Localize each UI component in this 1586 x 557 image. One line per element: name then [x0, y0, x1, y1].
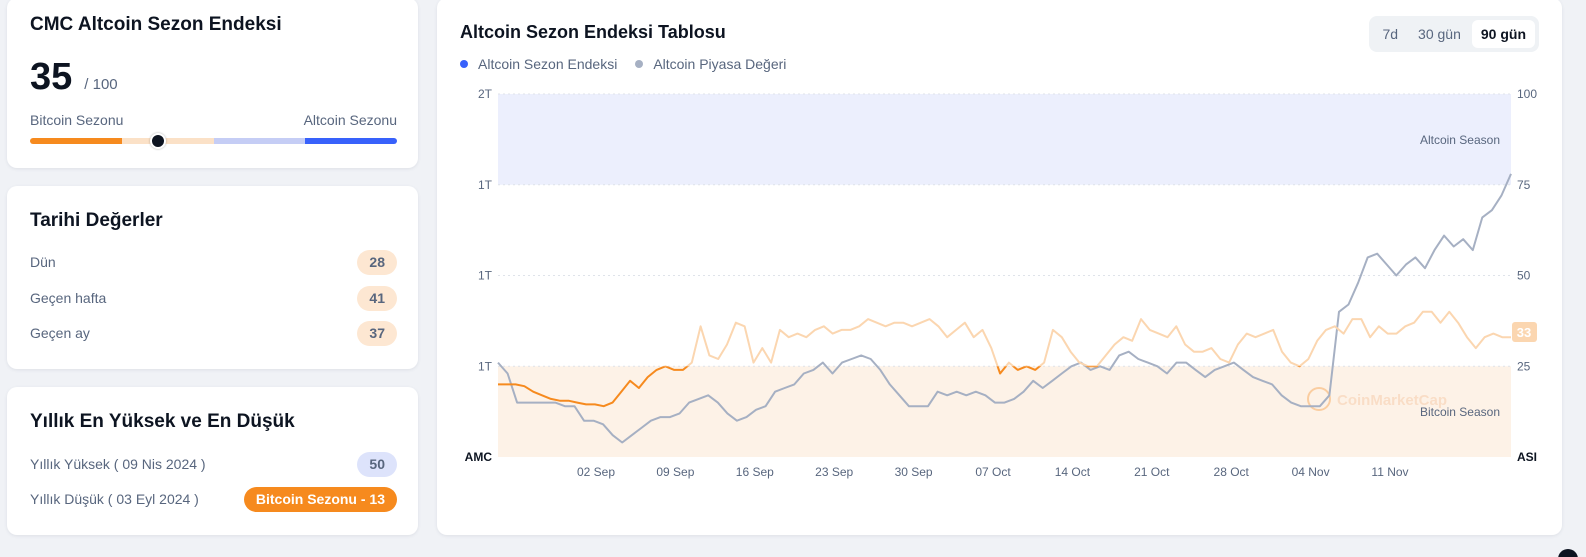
gauge-segment-altcoin: [305, 138, 397, 144]
yearly-low-row: Yıllık Düşük ( 03 Eyl 2024 ) Bitcoin Sez…: [30, 486, 397, 512]
coinmarketcap-logo-icon: [1307, 387, 1331, 411]
x-tick-label: 23 Sep: [815, 465, 853, 479]
history-value-badge: 37: [357, 320, 397, 346]
left-tick-label: 1T: [478, 269, 493, 283]
index-value: 35: [30, 56, 73, 98]
right-tick-label: ASI: [1517, 450, 1537, 464]
history-value-badge: 41: [357, 285, 397, 311]
history-label: Dün: [30, 254, 56, 270]
series-market-cap: [497, 173, 1512, 444]
gauge-marker: [150, 133, 167, 149]
season-gauge-bar: [30, 133, 397, 149]
x-tick-label: 02 Sep: [577, 465, 615, 479]
index-line-light: [662, 310, 1511, 367]
gauge-segment-altcoin-light: [213, 138, 306, 144]
gauge-segment-bitcoin: [30, 138, 122, 144]
index-chart-card: CoinMarketCap Altcoin Season Bitcoin Sea…: [437, 0, 1562, 535]
chart-title: Altcoin Sezon Endeksi Tablosu: [460, 22, 726, 42]
history-row-last-week: Geçen hafta 41: [30, 285, 397, 311]
left-tick-label: AMC: [465, 450, 493, 464]
bitcoin-season-label: Bitcoin Sezonu: [30, 112, 124, 128]
legend-dot-market-cap: [635, 60, 644, 68]
tab-90d[interactable]: 90 gün: [1471, 20, 1535, 48]
x-tick-label: 14 Oct: [1055, 465, 1091, 479]
history-label: Geçen ay: [30, 325, 90, 341]
legend-item-market-cap[interactable]: Altcoin Piyasa Değeri: [635, 56, 786, 72]
tab-30d[interactable]: 30 gün: [1418, 26, 1461, 42]
yearly-high-label: Yıllık Yüksek ( 09 Nis 2024 ): [30, 456, 206, 472]
left-tick-label: 2T: [478, 87, 493, 101]
history-label: Geçen hafta: [30, 290, 107, 306]
left-tick-label: 1T: [478, 178, 493, 192]
last-value-badge: 33: [1512, 322, 1537, 342]
x-axis: 02 Sep 09 Sep 16 Sep 23 Sep 30 Sep 07 Oct 14 O…: [577, 465, 1409, 479]
x-tick-label: 30 Sep: [895, 465, 933, 479]
x-tick-label: 09 Sep: [656, 465, 694, 479]
last-value-badge-bg: [1512, 322, 1537, 342]
historical-values-card: Tarihi Değerler Dün 28 Geçen hafta 41 Ge…: [7, 186, 418, 369]
legend-label: Altcoin Piyasa Değeri: [653, 56, 787, 72]
yearly-card-title: Yıllık En Yüksek ve En Düşük: [30, 411, 295, 432]
altcoin-zone-label: Altcoin Season: [1420, 133, 1500, 147]
history-row-yesterday: Dün 28: [30, 249, 397, 275]
history-value-badge: 28: [357, 249, 397, 275]
last-value-text: 33: [1517, 325, 1531, 340]
series-altcoin-index: [498, 310, 1511, 408]
market-cap-line: [497, 173, 1512, 444]
season-labels: Bitcoin Sezonu Altcoin Sezonu: [30, 112, 397, 128]
floating-action-icon[interactable]: [1558, 549, 1578, 557]
legend-label: Altcoin Sezon Endeksi: [478, 56, 618, 72]
right-tick-label: 75: [1517, 178, 1531, 192]
right-axis: 100 75 50 25 ASI: [1517, 87, 1537, 464]
left-axis: 2T 1T 1T 1T AMC: [465, 87, 493, 464]
yearly-high-low-card: Yıllık En Yüksek ve En Düşük Yıllık Yüks…: [7, 387, 418, 535]
index-line-bitcoin-zone: [498, 366, 1302, 408]
legend-dot-index: [460, 60, 468, 68]
range-tabs: 7d 30 gün 90 gün: [1369, 16, 1539, 52]
history-row-last-month: Geçen ay 37: [30, 320, 397, 346]
chart-legend: Altcoin Sezon Endeksi Altcoin Piyasa Değ…: [460, 56, 786, 72]
index-chart: CoinMarketCap Altcoin Season Bitcoin Sea…: [465, 87, 1538, 479]
right-tick-label: 25: [1517, 359, 1531, 373]
x-tick-label: 16 Sep: [736, 465, 774, 479]
chart-gridlines: [498, 93, 1511, 367]
legend-item-index[interactable]: Altcoin Sezon Endeksi: [460, 56, 617, 72]
bitcoin-zone-label: Bitcoin Season: [1420, 405, 1500, 419]
coinmarketcap-watermark: CoinMarketCap: [1307, 387, 1447, 411]
yearly-low-label: Yıllık Düşük ( 03 Eyl 2024 ): [30, 491, 199, 507]
index-score: 35 / 100: [30, 56, 118, 99]
x-tick-label: 07 Oct: [975, 465, 1011, 479]
altcoin-season-zone: [498, 94, 1511, 185]
left-tick-label: 1T: [478, 359, 493, 373]
watermark-text: CoinMarketCap: [1337, 392, 1447, 409]
index-max: / 100: [84, 76, 118, 93]
bitcoin-season-zone: [498, 366, 1511, 457]
history-card-title: Tarihi Değerler: [30, 210, 163, 231]
x-tick-label: 28 Oct: [1214, 465, 1250, 479]
altcoin-index-card: CMC Altcoin Sezon Endeksi 35 / 100 Bitco…: [7, 0, 418, 168]
tab-7d[interactable]: 7d: [1382, 26, 1399, 42]
index-card-title: CMC Altcoin Sezon Endeksi: [30, 14, 282, 35]
yearly-low-badge: Bitcoin Sezonu - 13: [243, 486, 397, 512]
gauge-segment-bitcoin-light: [121, 138, 214, 144]
right-tick-label: 100: [1517, 87, 1537, 101]
x-tick-label: 04 Nov: [1292, 465, 1330, 479]
x-tick-label: 21 Oct: [1134, 465, 1170, 479]
yearly-high-row: Yıllık Yüksek ( 09 Nis 2024 ) 50: [30, 451, 397, 477]
x-tick-label: 11 Nov: [1371, 465, 1408, 479]
yearly-high-badge: 50: [357, 451, 397, 477]
right-tick-label: 50: [1517, 269, 1531, 283]
altcoin-season-label: Altcoin Sezonu: [303, 112, 397, 128]
